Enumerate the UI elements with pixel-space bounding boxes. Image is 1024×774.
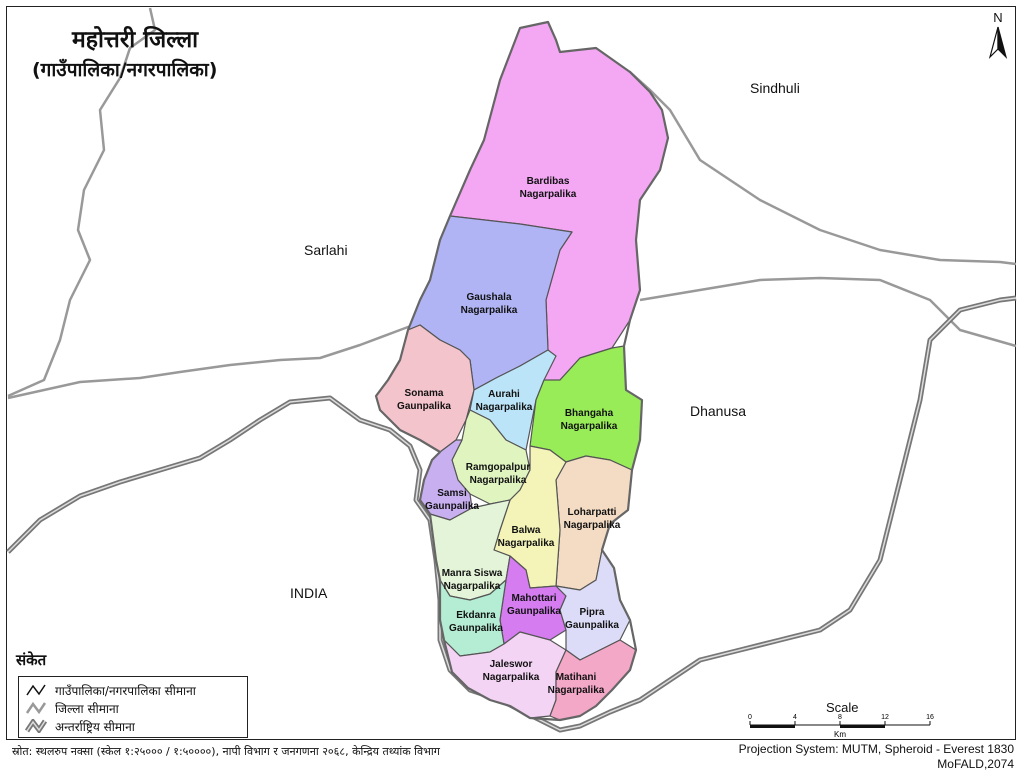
muni-label-line2: Nagarpalika xyxy=(461,305,518,316)
neighbor-label: INDIA xyxy=(290,585,328,601)
district-boundary-icon xyxy=(25,701,47,715)
muni-label-line2: Gaunpalika xyxy=(397,401,451,412)
map-title: महोत्तरी जिल्ला xyxy=(72,27,199,53)
muni-label-line2: Nagarpalika xyxy=(548,685,605,696)
legend-title: संकेत xyxy=(16,651,47,669)
legend-box: गाउँपालिका/नगरपालिका सीमाना जिल्ला सीमान… xyxy=(18,676,248,738)
muni-label-line2: Gaunpalika xyxy=(449,623,503,634)
muni-label-line2: Nagarpalika xyxy=(520,189,577,200)
scale-bar: Scale 0 4 8 12 16 Km xyxy=(740,700,940,740)
scale-tick: 8 xyxy=(838,714,842,721)
muni-label-line1: Gaushala xyxy=(466,292,511,303)
muni-label-line1: Jaleswor xyxy=(490,659,533,670)
scale-tick: 0 xyxy=(748,714,752,721)
muni-label-line1: Bardibas xyxy=(527,176,570,187)
muni-label-line2: Nagarpalika xyxy=(483,672,540,683)
scale-title: Scale xyxy=(826,700,859,715)
scale-tick: 12 xyxy=(881,714,889,721)
muni-label-line1: Matihani xyxy=(556,672,597,683)
source-note: स्रोत: स्थलरुप नक्सा (स्केल १:२५००० / १:… xyxy=(12,745,440,758)
neighbor-label: Dhanusa xyxy=(690,403,746,419)
credit-note: MoFALD,2074 xyxy=(937,757,1014,771)
muni-label-line1: Ramgopalpur xyxy=(466,462,531,473)
legend-item-label: अन्तर्राष्ट्रिय सीमाना xyxy=(55,719,135,734)
neighbor-label: Sindhuli xyxy=(750,80,800,96)
muni-label-line1: Bhangaha xyxy=(565,408,614,419)
muni-label-line1: Samsi xyxy=(437,488,467,499)
municipality-boundary-icon xyxy=(26,684,46,696)
muni-label-line2: Gaunpalika xyxy=(565,620,619,631)
north-label: N xyxy=(993,10,1003,25)
muni-label-line2: Nagarpalika xyxy=(470,475,527,486)
projection-note: Projection System: MUTM, Spheroid - Ever… xyxy=(738,742,1014,756)
north-arrow: N xyxy=(986,10,1010,63)
scale-tick: 4 xyxy=(793,714,797,721)
muni-label-line2: Gaunpalika xyxy=(507,606,561,617)
legend-item-label: जिल्ला सीमाना xyxy=(55,701,119,716)
muni-label-line1: Mahottari xyxy=(512,593,557,604)
district-outline xyxy=(374,20,670,722)
map-subtitle: (गाउँपालिका/नगरपालिका) xyxy=(32,59,218,81)
muni-label-line1: Ekdanra xyxy=(456,610,496,621)
muni-label-line2: Gaunpalika xyxy=(425,501,479,512)
muni-label-line2: Nagarpalika xyxy=(561,421,618,432)
scale-tick: 16 xyxy=(926,714,934,721)
muni-label-line2: Nagarpalika xyxy=(498,538,555,549)
muni-label-line2: Nagarpalika xyxy=(476,402,533,413)
muni-label-line1: Pipra xyxy=(579,607,604,618)
legend-item-label: गाउँपालिका/नगरपालिका सीमाना xyxy=(55,683,196,698)
legend-item-district: जिल्ला सीमाना xyxy=(25,699,119,717)
scale-graphic: 0 4 8 12 16 Km xyxy=(748,714,934,739)
map-frame xyxy=(6,6,1016,740)
scale-unit: Km xyxy=(834,730,846,739)
legend-item-municipality: गाउँपालिका/नगरपालिका सीमाना xyxy=(25,681,196,699)
muni-label-line2: Nagarpalika xyxy=(444,581,501,592)
international-boundary-icon xyxy=(25,719,47,733)
muni-label-line2: Nagarpalika xyxy=(564,520,621,531)
neighbor-label: Sarlahi xyxy=(304,242,348,258)
muni-label-line1: Manra Siswa xyxy=(442,568,503,579)
legend-item-international: अन्तर्राष्ट्रिय सीमाना xyxy=(25,717,135,735)
muni-label-line1: Loharpatti xyxy=(568,507,617,518)
muni-label-line1: Balwa xyxy=(512,525,541,536)
muni-label-line1: Sonama xyxy=(405,388,444,399)
north-arrow-icon xyxy=(988,26,1008,60)
muni-label-line1: Aurahi xyxy=(488,389,520,400)
